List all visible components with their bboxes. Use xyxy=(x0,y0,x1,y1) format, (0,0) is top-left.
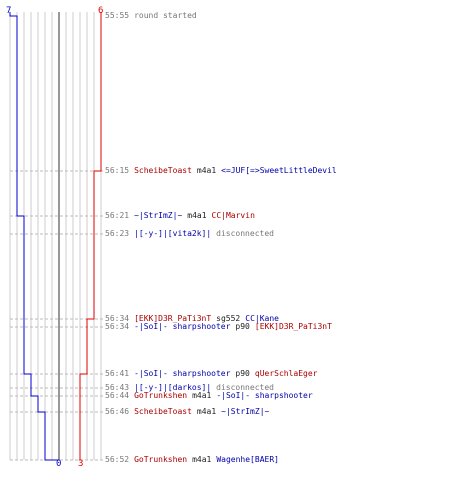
event-row: 56:34 -|SoI|- sharpshooter p90 [EKK]D3R_PaT… xyxy=(105,322,337,332)
event-text: Wagenhe[BAER] xyxy=(216,455,279,464)
event-time: 56:52 xyxy=(105,455,130,464)
event-text: |[-y-]|[darkos]| xyxy=(134,383,212,392)
event-row: 56:15 ScheibeToast m4a1 <=JUF[=>SweetLittle… xyxy=(105,166,342,176)
event-time: 56:21 xyxy=(105,211,130,220)
event-text: sg552 xyxy=(216,314,241,323)
event-row: 55:55 round started xyxy=(105,11,202,21)
event-text: -|SoI|- sharpshooter xyxy=(216,391,313,400)
event-row: 56:52 GoTrunkshen m4a1 Wagenhe[BAER] xyxy=(105,455,284,465)
event-text: m4a1 xyxy=(192,455,212,464)
event-text: p90 xyxy=(235,322,250,331)
event-text: GoTrunkshen xyxy=(134,391,188,400)
event-time: 56:15 xyxy=(105,166,130,175)
event-text: disconnected xyxy=(216,383,274,392)
event-text: ScheibeToast xyxy=(134,407,192,416)
event-time: 56:34 xyxy=(105,314,130,323)
event-text: m4a1 xyxy=(187,211,207,220)
event-text: CC|Kane xyxy=(245,314,279,323)
event-time: 56:23 xyxy=(105,229,130,238)
blue-end-score: 0 xyxy=(56,459,62,469)
event-text: round started xyxy=(134,11,197,20)
event-text: [EKK]D3R_PaTi3nT xyxy=(254,322,332,331)
event-text: ~|StrImZ|~ xyxy=(221,407,270,416)
blue-start-score: 7 xyxy=(6,6,12,16)
event-text: m4a1 xyxy=(196,166,217,175)
event-text: ~|StrImZ|~ xyxy=(134,211,183,220)
event-row: 56:46 ScheibeToast m4a1 ~|StrImZ|~ xyxy=(105,407,274,417)
event-text: [EKK]D3R_PaTi3nT xyxy=(134,314,212,323)
event-row: 56:43 |[-y-]|[darkos]| disconnected xyxy=(105,383,279,393)
event-text: -|SoI|- sharpshooter xyxy=(134,369,231,378)
event-text: ScheibeToast xyxy=(134,166,192,175)
red-start-score: 6 xyxy=(98,6,104,16)
event-row: 56:41 -|SoI|- sharpshooter p90 qUerSchlaEge… xyxy=(105,369,323,379)
event-time: 56:46 xyxy=(105,407,130,416)
event-time: 56:43 xyxy=(105,383,130,392)
red-end-score: 3 xyxy=(78,459,84,469)
event-text: CC|Marvin xyxy=(211,211,255,220)
event-text: |[-y-]|[vita2k]| xyxy=(134,229,212,238)
event-text: m4a1 xyxy=(196,407,217,416)
event-time: 55:55 xyxy=(105,11,130,20)
red-team-score-line xyxy=(79,12,102,460)
event-text: m4a1 xyxy=(192,391,212,400)
event-text: qUerSchlaEger xyxy=(254,369,318,378)
event-text: -|SoI|- sharpshooter xyxy=(134,322,231,331)
event-text: p90 xyxy=(235,369,250,378)
event-row: 56:21 ~|StrImZ|~ m4a1 CC|Marvin xyxy=(105,211,260,221)
blue-team-score-line xyxy=(9,12,59,461)
event-time: 56:41 xyxy=(105,369,130,378)
event-row: 56:44 GoTrunkshen m4a1 -|SoI|- sharpshooter xyxy=(105,391,318,401)
event-text: GoTrunkshen xyxy=(134,455,188,464)
event-text: <=JUF[=>SweetLittleDevil xyxy=(221,166,337,175)
event-row: 56:23 |[-y-]|[vita2k]| disconnected xyxy=(105,229,279,239)
event-time: 56:34 xyxy=(105,322,130,331)
event-row: 56:34 [EKK]D3R_PaTi3nT sg552 CC|Kane xyxy=(105,314,284,324)
event-text: disconnected xyxy=(216,229,274,238)
event-time: 56:44 xyxy=(105,391,130,400)
